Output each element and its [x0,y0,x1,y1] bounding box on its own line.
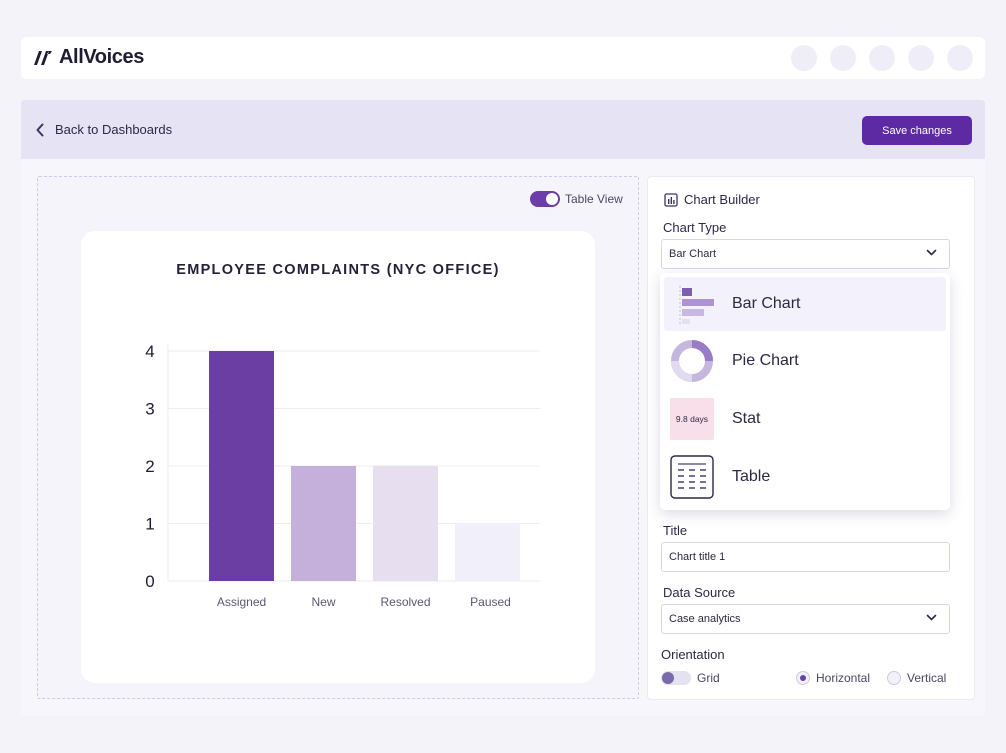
avatar-group [791,45,973,71]
orientation-vertical-radio[interactable]: Vertical [887,671,946,685]
chevron-down-icon [926,249,937,256]
avatar[interactable] [830,45,856,71]
chart-title-input[interactable]: Chart title 1 [661,542,950,572]
chart-title-value: Chart title 1 [669,551,726,563]
dropdown-option-label: Stat [732,410,761,427]
grid-toggle[interactable]: Grid [661,671,720,685]
bar-resolved[interactable] [373,466,438,581]
dropdown-option-pie-chart[interactable]: Pie Chart [664,334,946,388]
chart-card [81,231,595,683]
avatar[interactable] [791,45,817,71]
bar-paused[interactable] [455,523,520,582]
chart-builder-title: Chart Builder [684,192,760,207]
chart-builder-header: Chart Builder [664,192,760,207]
x-tick-label: New [311,595,335,609]
x-tick-label: Paused [470,595,511,609]
data-source-value: Case analytics [669,613,741,625]
title-label: Title [663,523,688,538]
toggle-switch[interactable] [530,191,560,207]
y-tick-label: 1 [145,515,154,534]
x-tick-label: Resolved [380,595,430,609]
chart-title: EMPLOYEE COMPLAINTS (NYC OFFICE) [176,262,500,278]
table-view-toggle[interactable]: Table View [530,191,623,207]
dropdown-option-label: Bar Chart [732,295,801,312]
bar-new[interactable] [291,466,356,581]
allvoices-logo-icon [34,50,52,65]
pie-chart-icon [671,340,713,382]
logo-text: AllVoices [59,46,144,68]
avatar[interactable] [869,45,895,71]
radio-button[interactable] [796,671,810,685]
chart-type-value: Bar Chart [669,248,717,260]
y-tick-label: 2 [145,457,154,476]
dropdown-option-bar-chart[interactable]: Bar Chart [664,277,946,331]
avatar[interactable] [908,45,934,71]
dropdown-option-table[interactable]: Table [664,450,946,504]
chart-builder-icon [664,192,678,207]
y-tick-label: 4 [145,342,154,361]
top-header: AllVoices [21,37,985,79]
y-tick-label: 0 [145,572,154,591]
avatar[interactable] [947,45,973,71]
horizontal-label: Horizontal [816,671,871,685]
save-changes-button[interactable]: Save changes [862,116,972,145]
bar-chart-icon [679,286,714,326]
chevron-left-icon [36,123,44,136]
data-source-select[interactable]: Case analytics [661,604,950,634]
dashboard-nav-bar: Back to Dashboards Save changes [21,100,985,159]
y-tick-label: 3 [145,400,154,419]
table-icon [670,455,714,499]
chart-type-select[interactable]: Bar Chart [661,239,950,269]
x-tick-label: Assigned [217,595,266,609]
chart-type-dropdown: Bar Chart Pie Chart 9.8 days Stat Table [660,273,950,510]
logo[interactable]: AllVoices [33,46,144,69]
bar-assigned[interactable] [209,351,274,581]
stat-icon: 9.8 days [670,398,714,440]
stat-icon-text: 9.8 days [676,414,708,424]
chevron-down-icon [926,614,937,621]
grid-label: Grid [697,671,720,685]
orientation-label: Orientation [661,647,725,662]
orientation-horizontal-radio[interactable]: Horizontal [796,671,870,685]
dropdown-option-label: Table [732,468,771,485]
back-label: Back to Dashboards [55,122,173,137]
data-source-label: Data Source [663,585,736,600]
radio-button[interactable] [887,671,901,685]
grid-toggle-switch[interactable] [661,671,691,685]
dropdown-option-stat[interactable]: 9.8 days Stat [664,392,946,446]
dropdown-option-label: Pie Chart [732,352,799,369]
table-view-label: Table View [565,192,623,206]
back-to-dashboards-link[interactable]: Back to Dashboards [35,122,172,137]
vertical-label: Vertical [907,671,947,685]
chart-type-label: Chart Type [663,220,727,235]
